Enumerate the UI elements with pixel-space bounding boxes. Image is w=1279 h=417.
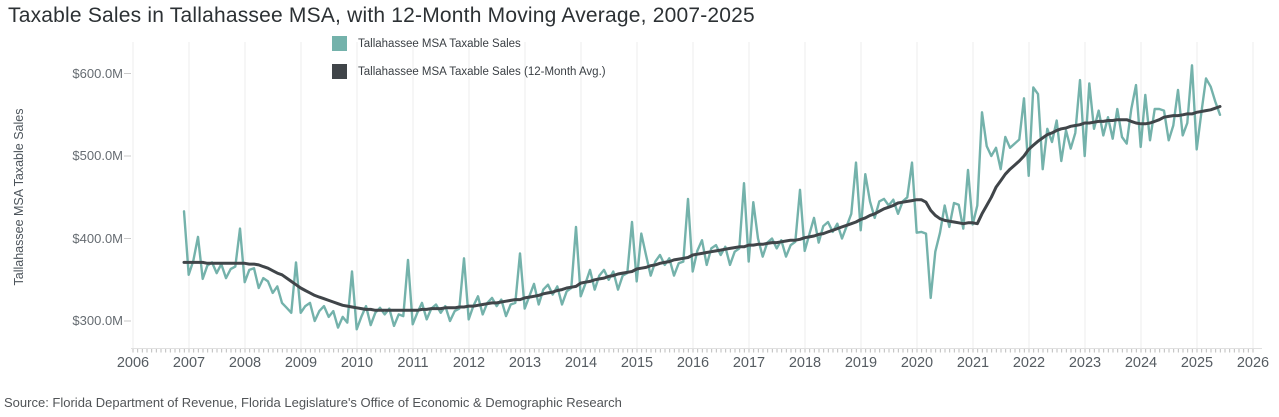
y-axis-title: Tallahassee MSA Taxable Sales — [12, 108, 26, 286]
legend-item-average: Tallahassee MSA Taxable Sales (12-Month … — [332, 64, 606, 79]
y-tick-label-500: $500.0M — [72, 148, 123, 163]
x-tick-label-2019: 2019 — [844, 355, 878, 371]
x-tick-label-2013: 2013 — [508, 355, 542, 371]
x-tick-label-2023: 2023 — [1068, 355, 1102, 371]
average-series-label: Tallahassee MSA Taxable Sales (12-Month … — [358, 65, 606, 78]
x-tick-label-2011: 2011 — [397, 355, 429, 371]
x-tick-label-2012: 2012 — [452, 355, 486, 371]
x-tick-label-2018: 2018 — [788, 355, 822, 371]
x-tick-label-2008: 2008 — [228, 355, 262, 371]
source-note: Source: Florida Department of Revenue, F… — [4, 395, 622, 410]
chart-title: Taxable Sales in Tallahassee MSA, with 1… — [8, 4, 755, 27]
x-tick-label-2009: 2009 — [284, 355, 318, 371]
sales-series-swatch — [332, 36, 347, 51]
x-tick-label-2020: 2020 — [900, 355, 934, 371]
x-tick-label-2016: 2016 — [676, 355, 710, 371]
y-tick-label-300: $300.0M — [72, 313, 123, 328]
legend-item-sales: Tallahassee MSA Taxable Sales — [332, 36, 606, 51]
x-tick-label-2024: 2024 — [1124, 355, 1158, 371]
x-tick-label-2022: 2022 — [1012, 355, 1046, 371]
legend: Tallahassee MSA Taxable Sales Tallahasse… — [332, 36, 606, 92]
month-ticks — [132, 349, 1254, 353]
moving-average-line — [182, 105, 1222, 312]
taxable-sales-line — [182, 64, 1222, 331]
average-series-swatch — [332, 64, 347, 79]
x-tick-label-2006: 2006 — [116, 355, 150, 371]
y-tick-label-400: $400.0M — [72, 230, 123, 246]
x-tick-label-2014: 2014 — [564, 355, 598, 371]
y-tick-label-600: $600.0M — [72, 65, 123, 81]
x-tick-label-2007: 2007 — [172, 355, 206, 371]
x-tick-label-2017: 2017 — [732, 355, 766, 371]
x-tick-label-2010: 2010 — [340, 355, 374, 371]
x-tick-label-2021: 2021 — [956, 355, 990, 371]
x-tick-label-2025: 2025 — [1180, 355, 1214, 371]
x-tick-label-2026: 2026 — [1236, 355, 1270, 371]
sales-series-label: Tallahassee MSA Taxable Sales — [358, 37, 521, 50]
x-tick-label-2015: 2015 — [620, 355, 654, 371]
